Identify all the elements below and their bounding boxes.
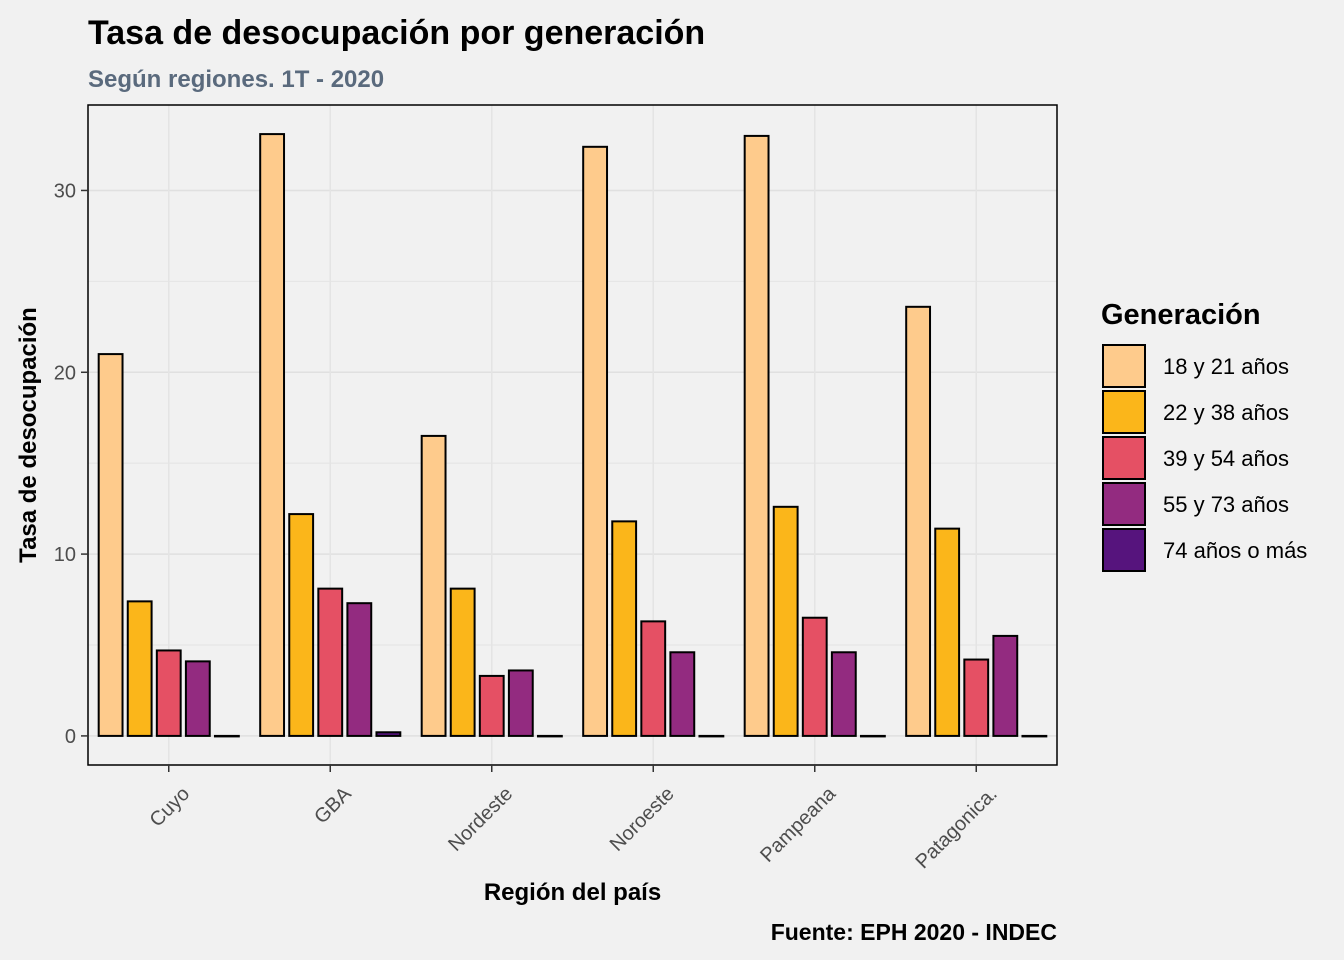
legend-label: 22 y 38 años xyxy=(1163,400,1289,425)
bar xyxy=(536,734,563,738)
bar xyxy=(420,434,447,737)
bar xyxy=(669,651,696,737)
y-tick-label: 10 xyxy=(54,544,76,566)
bar xyxy=(859,734,886,738)
bar xyxy=(611,520,638,737)
panel-border xyxy=(87,104,1058,766)
x-tick-label: GBA xyxy=(310,782,356,828)
legend-label: 55 y 73 años xyxy=(1163,492,1289,517)
bar xyxy=(1021,734,1048,738)
chart-title: Tasa de desocupación por generación xyxy=(88,14,705,52)
bar xyxy=(259,133,286,737)
gridlines xyxy=(88,105,1057,765)
bar xyxy=(830,651,857,737)
bar xyxy=(743,134,770,737)
bar xyxy=(375,731,402,737)
x-axis: Cuyo GBA Nordeste Noroeste Pampeana Patagonic… xyxy=(146,765,1002,873)
bar xyxy=(126,600,153,737)
bar xyxy=(184,660,211,737)
bar xyxy=(288,513,315,737)
chart-caption: Fuente: EPH 2020 - INDEC xyxy=(771,919,1057,945)
x-tick-label: Pampeana xyxy=(756,782,841,867)
legend-swatch xyxy=(1102,390,1146,434)
bar xyxy=(934,527,961,737)
x-tick-label: Noroeste xyxy=(606,783,679,856)
bar xyxy=(317,587,344,737)
bar xyxy=(97,353,124,737)
x-tick-label: Cuyo xyxy=(146,783,195,832)
legend-label: 74 años o más xyxy=(1163,538,1307,563)
bar xyxy=(640,620,667,737)
legend-swatch xyxy=(1102,528,1146,572)
x-axis-label: Región del país xyxy=(484,879,661,906)
bar xyxy=(346,602,373,737)
plot-area xyxy=(87,104,1058,766)
legend-label: 39 y 54 años xyxy=(1163,446,1289,471)
legend-title: Generación xyxy=(1101,299,1261,331)
bar xyxy=(507,669,534,737)
y-axis-label: Tasa de desocupación xyxy=(15,307,42,563)
x-tick-label: Patagonica. xyxy=(911,783,1001,873)
y-tick-label: 0 xyxy=(65,726,76,748)
bar xyxy=(449,587,476,737)
legend-swatch xyxy=(1102,436,1146,480)
y-tick-label: 30 xyxy=(54,180,76,202)
y-tick-label: 20 xyxy=(54,362,76,384)
bar xyxy=(155,649,182,737)
bar xyxy=(772,505,799,737)
bar xyxy=(213,734,240,738)
legend: Generación 18 y 21 años 22 y 38 años 39 y … xyxy=(1101,299,1307,572)
legend-swatch xyxy=(1102,344,1146,388)
bar xyxy=(992,634,1019,737)
chart-subtitle: Según regiones. 1T - 2020 xyxy=(88,66,384,93)
bar xyxy=(905,305,932,737)
bar xyxy=(582,145,609,737)
bars xyxy=(97,133,1048,738)
x-tick-label: Nordeste xyxy=(444,783,517,856)
bar xyxy=(698,734,725,738)
bar xyxy=(478,674,505,737)
y-axis: 0 10 20 30 xyxy=(54,180,88,748)
bar xyxy=(801,616,828,737)
legend-label: 18 y 21 años xyxy=(1163,354,1289,379)
legend-swatch xyxy=(1102,482,1146,526)
bar xyxy=(963,658,990,737)
